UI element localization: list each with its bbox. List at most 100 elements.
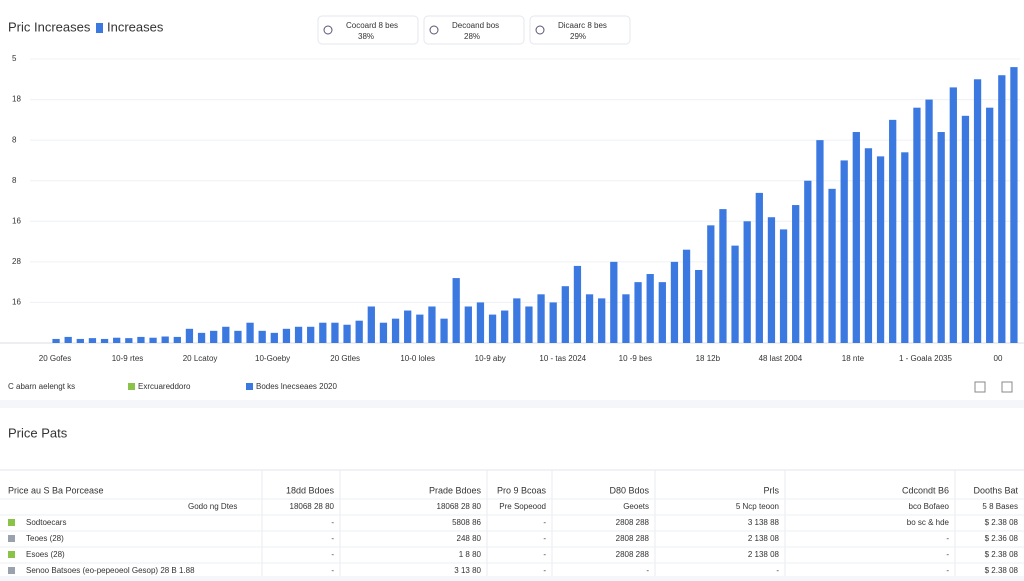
table-cell: $ 2.38 08 (985, 550, 1019, 559)
table-cell: - (646, 566, 649, 575)
x-tick-label: 10-Goeby (255, 354, 290, 363)
bar (767, 217, 776, 343)
stat-value: 28% (464, 32, 480, 41)
bar (731, 245, 739, 343)
bar (416, 314, 424, 343)
bar (513, 298, 521, 343)
table-cell: Godo ng Dtes (188, 502, 237, 511)
bar (270, 332, 278, 343)
table-cell: 5 Ncp teoon (736, 502, 779, 511)
column-header: Cdcondt B6 (902, 485, 949, 495)
row-icon (8, 567, 15, 574)
bar (76, 338, 84, 343)
bar (561, 286, 569, 343)
bar (670, 261, 679, 343)
table-cell: 2808 288 (616, 534, 650, 543)
bar (792, 205, 800, 343)
bar (573, 265, 582, 343)
bar (113, 337, 121, 343)
stat-icon (323, 25, 333, 35)
y-tick-label: 8 (12, 135, 17, 144)
bar (610, 261, 618, 343)
bar (343, 324, 351, 343)
legend-label: Exrcuareddoro (138, 382, 191, 391)
bar (525, 306, 533, 343)
legend-label: C abarn aelengt ks (8, 382, 75, 391)
column-header: Prade Bdoes (429, 485, 482, 495)
stat-label: Cocoard 8 bes (346, 21, 398, 30)
table-cell: 2808 288 (616, 518, 650, 527)
bar (998, 75, 1006, 343)
bar (937, 132, 945, 343)
bar (634, 282, 642, 343)
bar (367, 306, 375, 343)
bar (779, 229, 788, 343)
bar (1010, 67, 1018, 343)
bar (913, 107, 921, 343)
bar (404, 310, 412, 343)
bar (464, 306, 472, 343)
table-cell: Sodtoecars (26, 518, 66, 527)
bar (173, 336, 181, 343)
x-tick-label: 10-9 rtes (112, 354, 144, 363)
bar (88, 338, 97, 343)
bar (440, 318, 448, 343)
x-tick-label: 10-0 loles (400, 354, 435, 363)
table-cell: Pre Sopeood (499, 502, 546, 511)
bar (307, 326, 315, 343)
column-header: Dooths Bat (973, 485, 1018, 495)
bar (452, 278, 460, 343)
bar (755, 192, 763, 343)
bar (258, 330, 266, 343)
stat-label: Dicaarc 8 bes (558, 21, 607, 30)
table-cell: 3 13 80 (454, 566, 481, 575)
legend-label: Bodes lnecseaes 2020 (256, 382, 338, 391)
table-cell: 2 138 08 (748, 534, 780, 543)
table-cell: - (331, 518, 334, 527)
bar (707, 225, 715, 343)
table-cell: 18068 28 80 (437, 502, 482, 511)
bar (125, 338, 133, 343)
bar (319, 322, 327, 343)
bar (234, 330, 242, 343)
bar (816, 140, 824, 343)
legend-swatch (246, 383, 253, 390)
bar (876, 156, 885, 343)
table-cell: - (776, 566, 779, 575)
stat-card (529, 15, 631, 45)
table-cell: $ 2.36 08 (985, 534, 1019, 543)
table-cell: - (331, 550, 334, 559)
table-cell: Esoes (28) (26, 550, 65, 559)
legend-swatch (96, 23, 103, 33)
column-header: D80 Bdos (609, 485, 649, 495)
table-cell: 5808 86 (452, 518, 481, 527)
y-tick-label: 18 (12, 95, 21, 104)
bar (379, 322, 388, 343)
bar (695, 269, 703, 343)
table-cell: 3 138 88 (748, 518, 780, 527)
toolbar-button[interactable] (1001, 381, 1013, 393)
bar (828, 188, 836, 343)
table-cell: 18068 28 80 (290, 502, 335, 511)
stat-label: Decoand bos (452, 21, 499, 30)
x-tick-label: 10 -9 bes (619, 354, 652, 363)
bar (501, 310, 509, 343)
toolbar-button[interactable] (974, 381, 986, 393)
bar (210, 330, 218, 343)
bar (476, 302, 485, 343)
table-title: Price Pats (8, 425, 68, 440)
table-cell: bo sc & hde (907, 518, 950, 527)
x-tick-label: 20 Lcatoy (183, 354, 218, 363)
bar (901, 152, 909, 343)
table-cell: Teoes (28) (26, 534, 64, 543)
bar (598, 298, 606, 343)
table-cell: 5 8 Bases (982, 502, 1018, 511)
bar (986, 107, 994, 343)
y-tick-label: 16 (12, 216, 21, 225)
table-cell: Geoets (623, 502, 649, 511)
table-cell: 2 138 08 (748, 550, 780, 559)
stat-value: 29% (570, 32, 586, 41)
bar (889, 119, 897, 343)
table-cell: $ 2.38 08 (985, 566, 1019, 575)
bar (973, 79, 982, 344)
